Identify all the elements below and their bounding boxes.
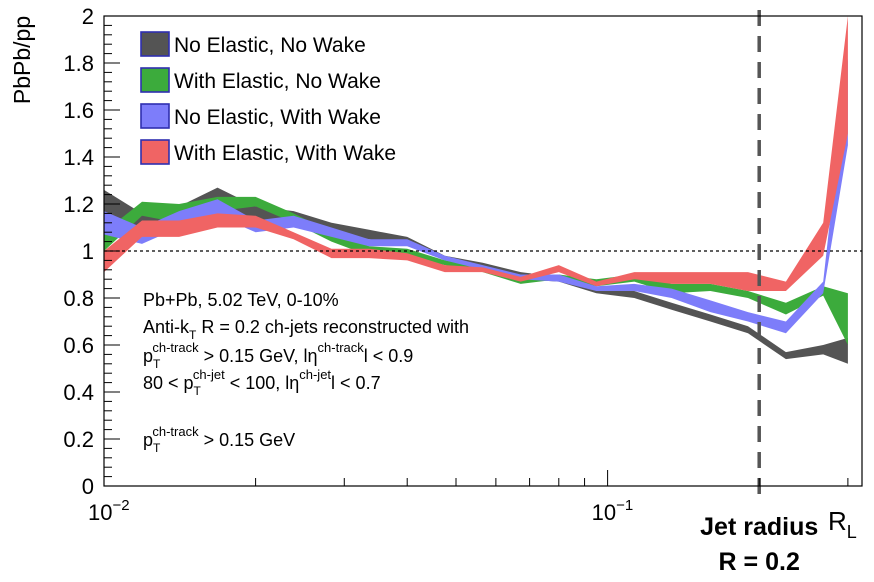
x-axis-title: RL	[828, 506, 857, 542]
legend: No Elastic, No Wake With Elastic, No Wake…	[140, 31, 396, 165]
axes: Jet radius R = 0.2 0 0.2 0.4 0.6 0.8 1 1.2 1.4 1.6…	[9, 4, 863, 576]
y-tick-label: 1.8	[63, 51, 94, 76]
y-tick-label: 1.2	[63, 192, 94, 217]
jet-radius-value: R = 0.2	[719, 548, 800, 576]
legend-swatch-2	[140, 67, 170, 93]
legend-label-3: No Elastic, With Wake	[174, 106, 381, 129]
y-tick-label: 0.6	[63, 333, 94, 358]
legend-swatch-3	[140, 103, 170, 129]
x-tick-label: 10−1	[592, 497, 634, 525]
y-tick-label: 0.4	[63, 380, 94, 405]
y-tick-label: 1.4	[63, 145, 94, 170]
x-tick-label: 10−2	[88, 497, 130, 525]
legend-label-2: With Elastic, No Wake	[174, 70, 381, 93]
legend-label-1: No Elastic, No Wake	[174, 34, 366, 57]
jet-radius-label: Jet radius	[700, 513, 818, 541]
legend-label-4: With Elastic, With Wake	[174, 142, 396, 165]
legend-swatch-4	[140, 139, 170, 165]
band-series-1	[104, 187, 848, 364]
annotation-line-4: 80 < pTch-jet < 100, lηch-jetl < 0.7	[143, 367, 381, 398]
y-tick-label: 1.6	[63, 98, 94, 123]
legend-swatch-1	[140, 31, 170, 57]
annotation-line-5: pTch-track > 0.15 GeV	[143, 424, 295, 455]
y-tick-label: 0	[82, 474, 94, 499]
annotation-line-2: Anti-kT R = 0.2 ch-jets reconstructed wi…	[143, 317, 469, 342]
y-tick-label: 0.8	[63, 286, 94, 311]
annotation-line-3: pTch-track > 0.15 GeV, lηch-trackl < 0.9	[143, 340, 413, 371]
y-axis-title: PbPb/pp	[9, 16, 35, 104]
y-tick-label: 1	[82, 239, 94, 264]
y-tick-label: 0.2	[63, 427, 94, 452]
y-tick-label: 2	[82, 4, 94, 29]
annotations: Pb+Pb, 5.02 TeV, 0-10% Anti-kT R = 0.2 ch…	[143, 290, 469, 455]
annotation-line-1: Pb+Pb, 5.02 TeV, 0-10%	[143, 290, 339, 310]
series-bands	[104, 16, 848, 364]
